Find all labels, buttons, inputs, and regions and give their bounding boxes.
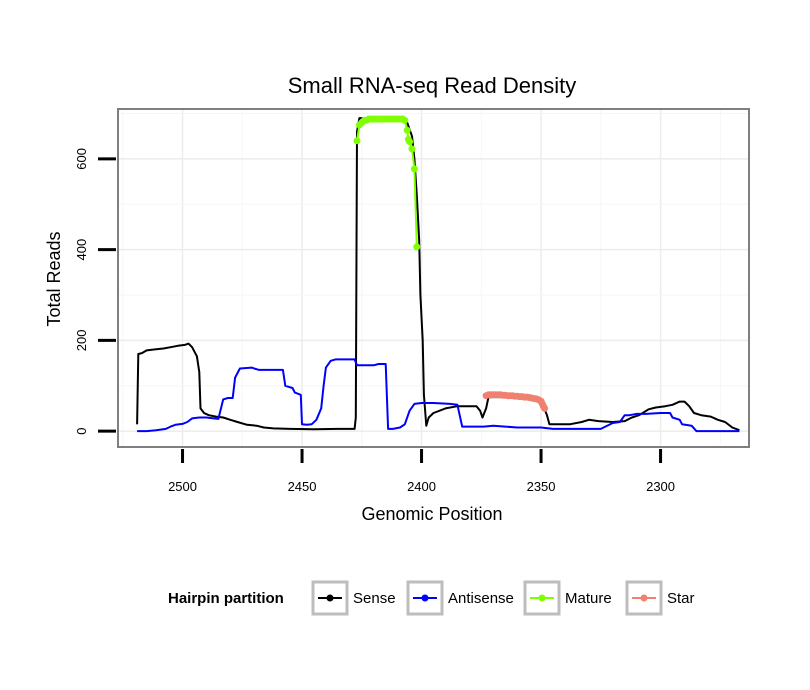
plot-background (118, 109, 749, 447)
point-mature (403, 126, 411, 134)
grid (118, 109, 749, 447)
y-tick-label: 0 (74, 428, 89, 435)
x-tick-label: 2350 (527, 479, 556, 494)
y-axis-title: Total Reads (44, 231, 64, 326)
point-mature (413, 243, 421, 251)
legend-item-sense: Sense (311, 580, 396, 616)
y-tick-label: 400 (74, 239, 89, 261)
series-line-antisense (137, 358, 740, 433)
x-tick-label: 2300 (646, 479, 675, 494)
legend: Hairpin partition Sense Antisense Mature St… (168, 580, 695, 616)
x-tick-label: 2500 (168, 479, 197, 494)
point-mature (401, 116, 409, 124)
legend-item-star: Star (625, 580, 695, 616)
point-mature (410, 165, 418, 173)
y-tick-label: 600 (74, 148, 89, 170)
chart-title: Small RNA-seq Read Density (288, 73, 577, 98)
series-line-sense (136, 117, 740, 432)
point-mature (353, 137, 361, 145)
x-axis-title: Genomic Position (361, 504, 502, 524)
series-layer (136, 115, 740, 433)
x-tick-label: 2450 (288, 479, 317, 494)
point-mature (406, 138, 414, 146)
legend-key-point (538, 594, 546, 602)
legend-label-star: Star (667, 590, 695, 607)
y-axis: 0 200 400 600 (74, 148, 116, 435)
plot-border (117, 108, 750, 448)
legend-item-antisense: Antisense (406, 580, 514, 616)
x-axis: 2500 2450 2400 2350 2300 (168, 449, 675, 494)
legend-label-antisense: Antisense (448, 590, 514, 607)
legend-key-point (640, 594, 648, 602)
legend-label-sense: Sense (353, 590, 396, 607)
point-star (541, 404, 549, 412)
point-mature (408, 145, 416, 153)
y-tick-label: 200 (74, 330, 89, 352)
legend-title: Hairpin partition (168, 590, 284, 607)
legend-item-mature: Mature (523, 580, 612, 616)
x-tick-label: 2400 (407, 479, 436, 494)
legend-key-point (326, 594, 334, 602)
legend-label-mature: Mature (565, 590, 612, 607)
legend-key-point (421, 594, 429, 602)
